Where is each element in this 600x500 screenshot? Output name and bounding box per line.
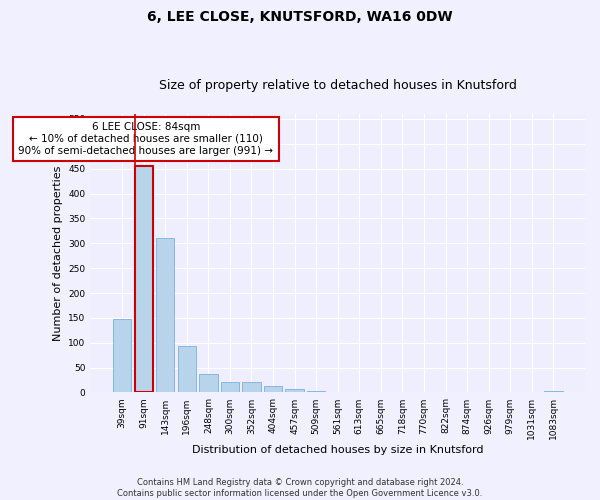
X-axis label: Distribution of detached houses by size in Knutsford: Distribution of detached houses by size … [192,445,484,455]
Text: 6 LEE CLOSE: 84sqm
← 10% of detached houses are smaller (110)
90% of semi-detach: 6 LEE CLOSE: 84sqm ← 10% of detached hou… [19,122,274,156]
Bar [156,238,175,392]
Bar [178,346,196,393]
Bar [199,374,218,392]
Bar [134,166,153,392]
Bar [221,382,239,392]
Y-axis label: Number of detached properties: Number of detached properties [53,166,63,341]
Text: 6, LEE CLOSE, KNUTSFORD, WA16 0DW: 6, LEE CLOSE, KNUTSFORD, WA16 0DW [147,10,453,24]
Bar [544,391,563,392]
Bar [286,389,304,392]
Text: Contains HM Land Registry data © Crown copyright and database right 2024.
Contai: Contains HM Land Registry data © Crown c… [118,478,482,498]
Bar [264,386,282,392]
Bar [242,382,260,392]
Title: Size of property relative to detached houses in Knutsford: Size of property relative to detached ho… [159,79,517,92]
Bar [113,319,131,392]
